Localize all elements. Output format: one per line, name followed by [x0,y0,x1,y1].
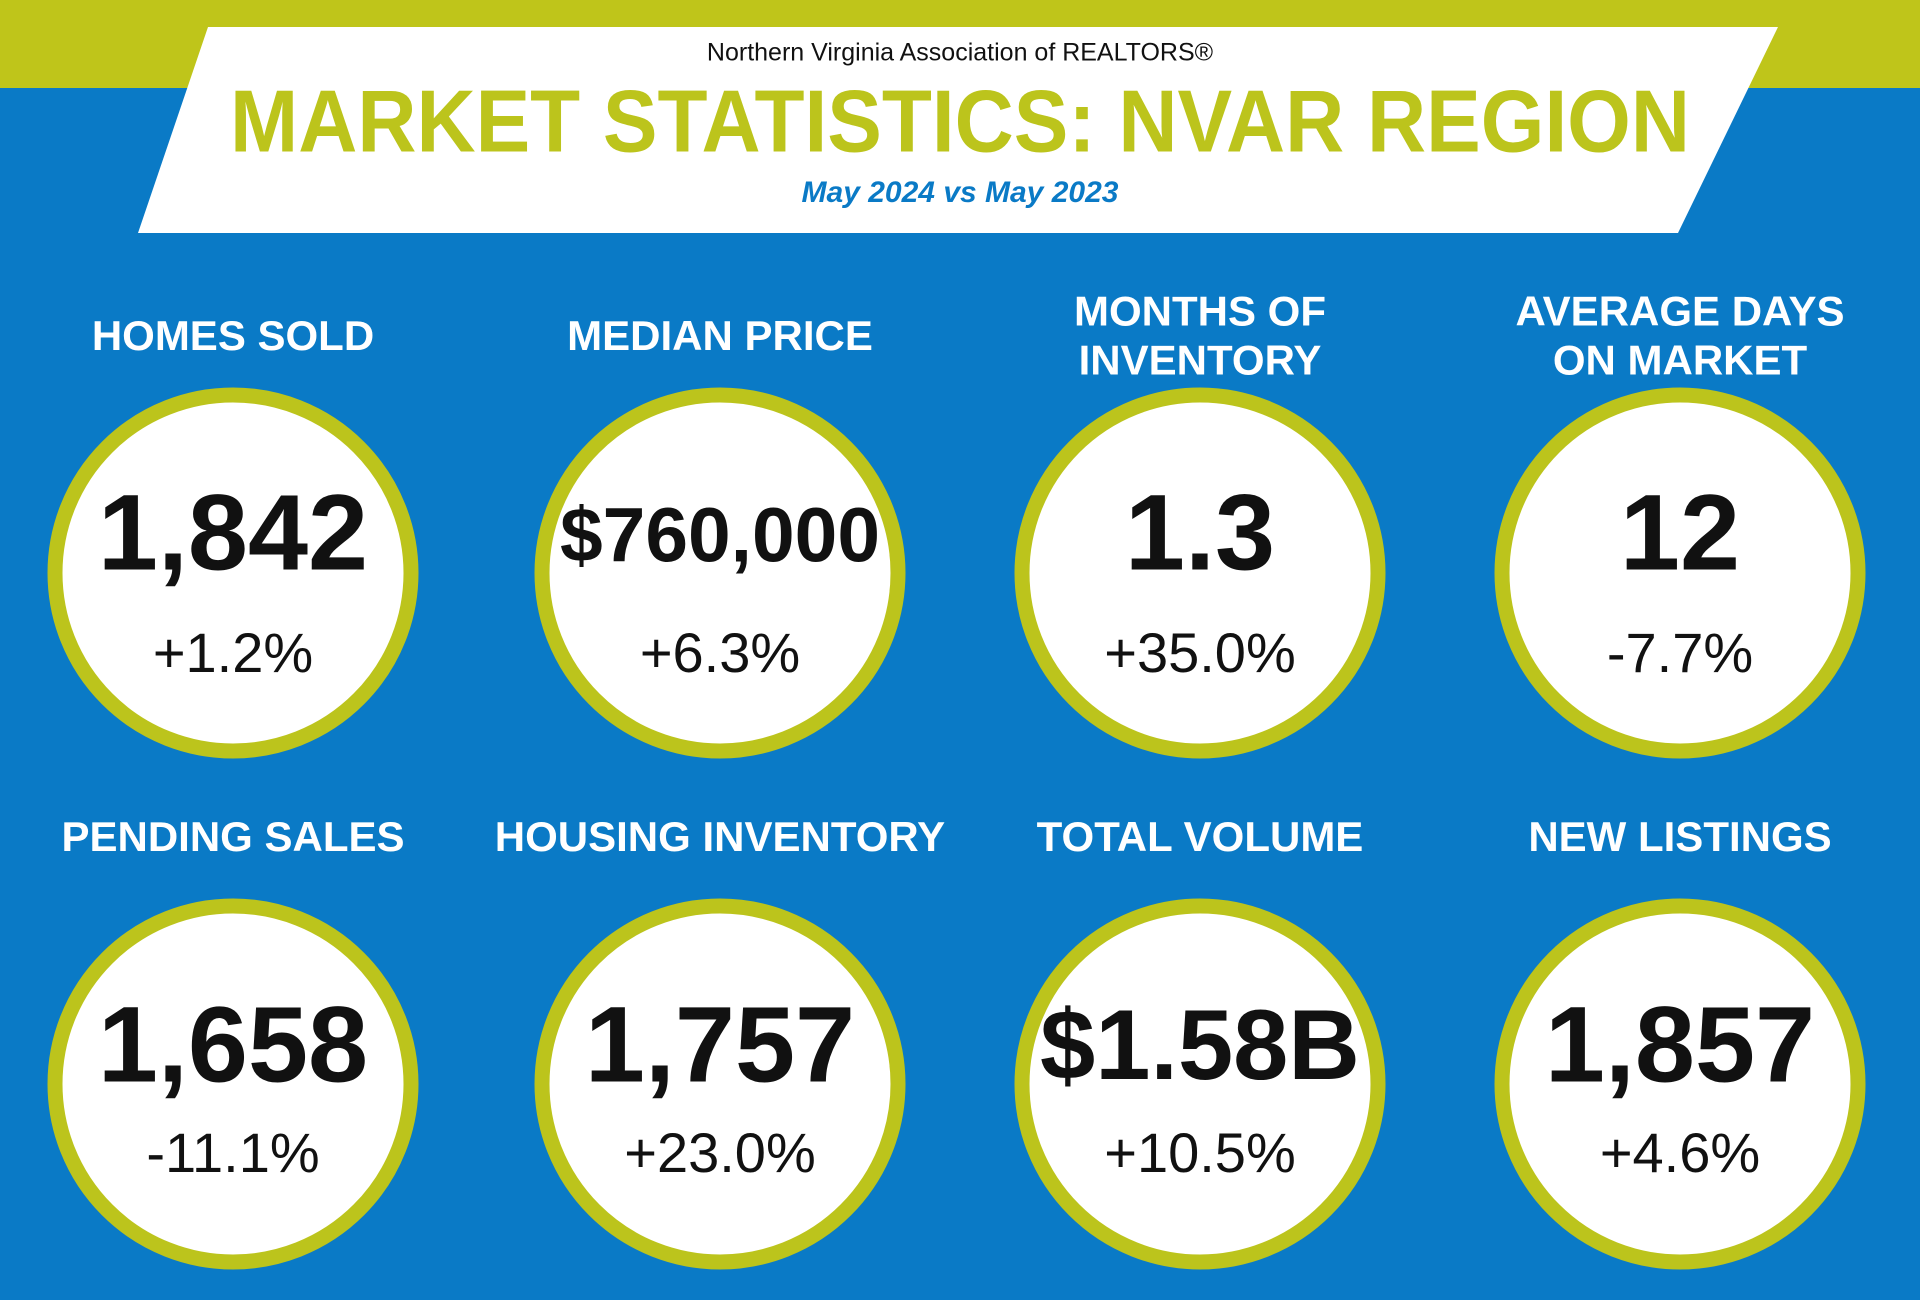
stat-label: HOMES SOLD [92,312,374,359]
stat-value: 1,757 [585,984,855,1105]
stat-value: $760,000 [560,493,880,578]
stat-circle [47,898,419,1270]
stat-value: $1.58B [1040,990,1360,1101]
stat-value: 1.3 [1125,472,1275,593]
stat-label: AVERAGE DAYS [1515,288,1844,335]
stat-label: PENDING SALES [61,813,404,860]
stat-label: MEDIAN PRICE [567,312,873,359]
stat-circle [534,898,906,1270]
stat-change: +10.5% [1104,1121,1296,1184]
org-name: Northern Virginia Association of REALTOR… [707,39,1214,67]
stat-value: 1,857 [1545,984,1815,1105]
stat-value: 1,842 [98,472,368,593]
stat-label: TOTAL VOLUME [1037,813,1364,860]
stat-change: +4.6% [1600,1121,1760,1184]
stat-circle [1494,898,1866,1270]
stat-change: -11.1% [146,1121,319,1184]
header-banner [138,27,1778,233]
stat-value: 12 [1620,472,1740,593]
stat-change: +1.2% [153,621,313,684]
stat-circle [1014,387,1386,759]
stat-change: +6.3% [640,621,800,684]
stat-label: MONTHS OF [1074,288,1326,335]
stat-value: 1,658 [98,984,368,1105]
title: MARKET STATISTICS: NVAR REGION [230,71,1690,170]
stat-circle [1014,898,1386,1270]
stat-circle [534,387,906,759]
stat-label: NEW LISTINGS [1528,813,1831,860]
stat-label: INVENTORY [1079,337,1322,384]
subtitle: May 2024 vs May 2023 [802,176,1119,209]
stat-change: +35.0% [1104,621,1296,684]
stat-label: HOUSING INVENTORY [495,813,945,860]
stat-circle [1494,387,1866,759]
stat-change: +23.0% [624,1121,816,1184]
stat-change: -7.7% [1607,621,1753,684]
stat-circle [47,387,419,759]
stat-label: ON MARKET [1553,337,1808,384]
